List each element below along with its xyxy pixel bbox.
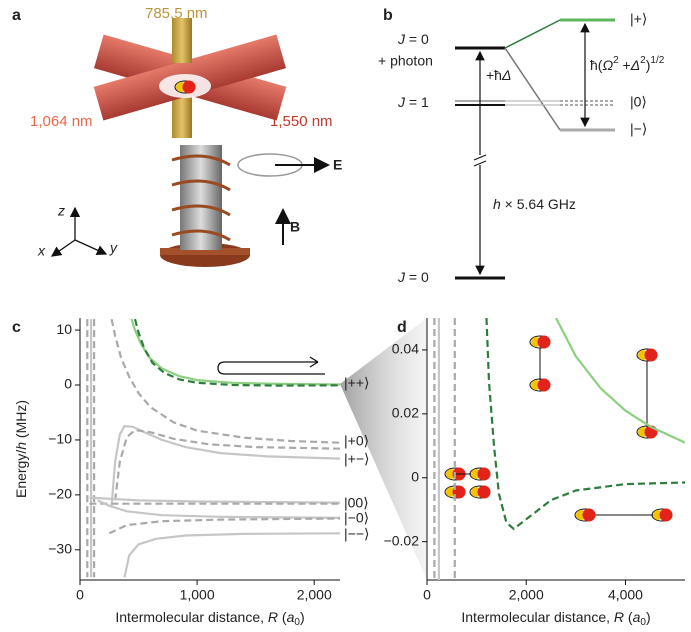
text: = 1 [405, 94, 429, 110]
x-tick-label: 0 [423, 587, 431, 603]
symbol: Δ [630, 57, 640, 73]
axis-label: y [109, 240, 118, 256]
series-line [112, 319, 340, 443]
y-tick-label: 0.02 [392, 405, 419, 421]
x-tick-label: 2,000 [509, 587, 544, 603]
series-line [556, 318, 685, 443]
wavelength: 1,550 nm [270, 113, 333, 130]
figure: a 785.5 nm 1,064 nm 1,550 nm E B z x y b… [0, 0, 691, 632]
axis-label: x [37, 243, 46, 259]
text: Energy/ [13, 450, 29, 498]
series-line [109, 519, 340, 534]
y-tick-label: −20 [48, 486, 72, 502]
wavelength: 785.5 nm [145, 5, 208, 22]
symbol: h [493, 196, 501, 212]
y-tick-label: 0.04 [392, 341, 419, 357]
level-label: J = 1 [397, 94, 429, 110]
apparatus [52, 18, 328, 267]
text: R [268, 609, 278, 625]
state-label: |+⟩ [630, 11, 647, 27]
level-label: + photon [378, 53, 433, 69]
state-label: |−⟩ [630, 121, 647, 137]
state-label: |−−⟩ [344, 526, 369, 542]
series-line [89, 498, 340, 503]
axis-title: Energy/h (MHz) [13, 400, 29, 498]
state-label: |0⟩ [630, 94, 647, 110]
y-tick-label: 10 [56, 321, 72, 337]
text: a [287, 609, 295, 625]
series-line [132, 319, 341, 384]
axis-title: Intermolecular distance, R (a0) [461, 609, 650, 628]
series-line [112, 426, 340, 506]
state-label: |−0⟩ [344, 510, 369, 526]
text: h [13, 442, 29, 450]
text: (MHz) [13, 400, 29, 442]
series-line [115, 430, 340, 500]
series-line [487, 318, 686, 529]
wavelength: 1,064 nm [30, 113, 93, 130]
series-line [125, 533, 341, 577]
state-label: |00⟩ [344, 495, 369, 511]
y-tick-label: 0 [411, 468, 419, 484]
gap-label: h × 5.64 GHz [493, 196, 576, 212]
splitting: ħ(Ω2 +Δ2)1/2 [590, 55, 665, 73]
symbol: Δ [501, 67, 511, 83]
detuning: +ħΔ [486, 67, 511, 83]
text: ( [624, 609, 633, 625]
charts: 10 0 −10 −20 −30 0 1,000 2,000 c Intermolecular d… [12, 318, 685, 628]
text: ) [646, 609, 651, 625]
series-line [135, 319, 340, 386]
molecule-icons [445, 336, 673, 522]
field-label: E [333, 157, 342, 173]
text: × 5.64 GHz [501, 196, 576, 212]
panel-label: d [397, 319, 407, 336]
state-label: |+−⟩ [344, 451, 369, 467]
x-tick-label: 2,000 [297, 587, 332, 603]
text: + [619, 57, 631, 73]
field-label: B [290, 219, 300, 235]
sup: 1/2 [650, 55, 664, 66]
state-label: |+0⟩ [344, 433, 369, 449]
sweep-arrow [218, 357, 325, 374]
panel-label: c [12, 319, 21, 336]
x-tick-label: 1,000 [180, 587, 215, 603]
level-label: J = 0 [397, 31, 429, 47]
x-tick-label: 0 [76, 587, 84, 603]
level-label: J = 0 [397, 269, 429, 285]
axis-label: z [57, 203, 65, 219]
text: ħ( [590, 57, 603, 73]
text: Intermolecular distance, [461, 609, 614, 625]
y-tick-label: 0 [64, 376, 72, 392]
axis-title: Intermolecular distance, R (a0) [115, 609, 304, 628]
text: = 0 [405, 269, 429, 285]
y-tick-label: −30 [48, 540, 72, 556]
text: Intermolecular distance, [115, 609, 268, 625]
state-label: |++⟩ [344, 375, 369, 391]
chart: 10 0 −10 −20 −30 0 1,000 2,000 c Intermolecular d… [12, 318, 369, 628]
panel-label: b [383, 7, 393, 24]
symbol: Ω [602, 57, 613, 73]
y-tick-label: −10 [48, 431, 72, 447]
chart: −0.02 0 0.02 0.04 0 2,000 4,000 d Intermolecular… [384, 318, 685, 628]
text: = 0 [405, 31, 429, 47]
text: +ħ [486, 67, 502, 83]
text: a [633, 609, 641, 625]
text: ) [300, 609, 305, 625]
text: R [614, 609, 624, 625]
x-tick-label: 4,000 [608, 587, 643, 603]
y-tick-label: −0.02 [384, 532, 420, 548]
panel-label: a [12, 7, 21, 24]
text: ( [278, 609, 287, 625]
